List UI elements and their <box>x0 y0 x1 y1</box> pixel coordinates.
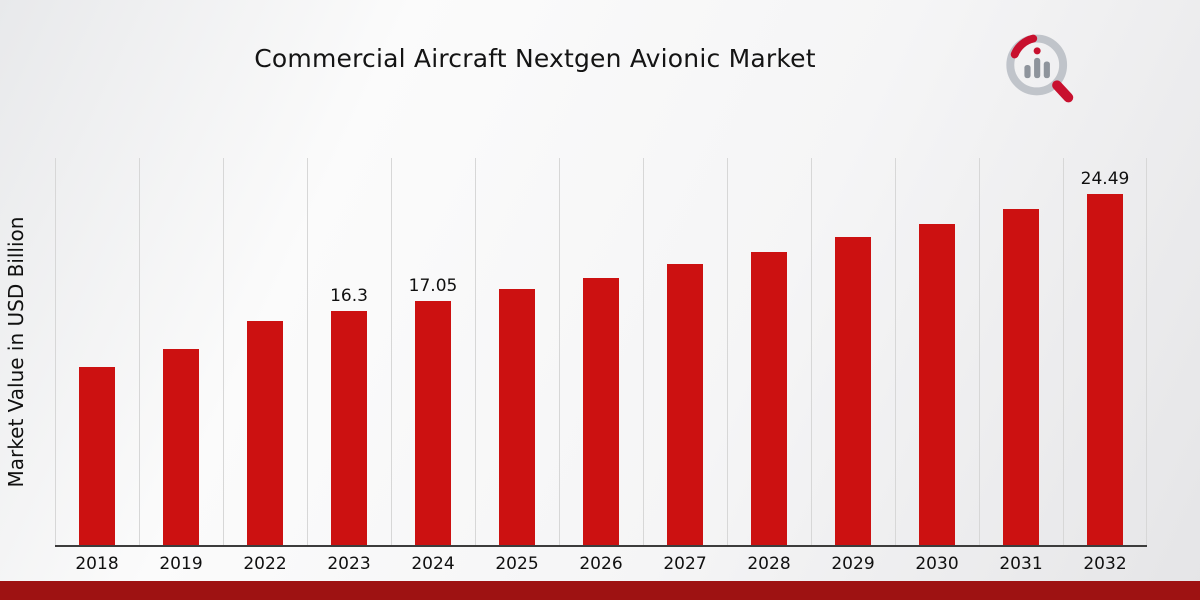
bar-value-label: 16.3 <box>330 286 368 307</box>
x-tick-label: 2027 <box>663 554 707 574</box>
x-tick-label: 2024 <box>411 554 455 574</box>
x-tick-label: 2030 <box>915 554 959 574</box>
gridline <box>307 158 308 545</box>
bar-2028 <box>751 251 787 545</box>
bar-2025 <box>499 289 535 545</box>
bar-2024 <box>415 300 451 545</box>
gridline <box>559 158 560 545</box>
bar-2026 <box>583 278 619 545</box>
bar-2032 <box>1087 193 1123 545</box>
gridline <box>727 158 728 545</box>
x-tick-label: 2029 <box>831 554 875 574</box>
bar-value-label: 24.49 <box>1080 168 1130 189</box>
gridline <box>223 158 224 545</box>
bar-2031 <box>1003 208 1039 545</box>
x-tick-label: 2018 <box>75 554 119 574</box>
magnifier-bars-logo-icon <box>1006 34 1074 103</box>
plot-area: 2018 2019 2022 16.3 2023 17.05 2024 2025 2026 202… <box>55 158 1147 574</box>
brand-logo-icon <box>996 28 1088 116</box>
gridline <box>55 158 56 545</box>
gridline <box>475 158 476 545</box>
bar-2029 <box>835 236 871 545</box>
gridline <box>391 158 392 545</box>
gridline <box>139 158 140 545</box>
x-tick-label: 2028 <box>747 554 791 574</box>
gridline <box>979 158 980 545</box>
x-tick-label: 2032 <box>1083 554 1127 574</box>
x-tick-label: 2026 <box>579 554 623 574</box>
bar-2030 <box>919 223 955 545</box>
chart-title: Commercial Aircraft Nextgen Avionic Mark… <box>254 44 816 73</box>
bar-2027 <box>667 264 703 545</box>
gridline <box>811 158 812 545</box>
gridline <box>643 158 644 545</box>
x-tick-label: 2023 <box>327 554 371 574</box>
x-tick-label: 2019 <box>159 554 203 574</box>
x-tick-label: 2022 <box>243 554 287 574</box>
footer-band <box>0 581 1200 600</box>
gridline <box>1146 158 1147 545</box>
gridline <box>895 158 896 545</box>
x-tick-label: 2031 <box>999 554 1043 574</box>
bar-2018 <box>79 367 115 545</box>
bar-2022 <box>247 321 283 545</box>
bar-value-label: 17.05 <box>408 275 458 296</box>
bar-2023 <box>331 311 367 545</box>
gridline <box>1063 158 1064 545</box>
x-tick-label: 2025 <box>495 554 539 574</box>
bar-2019 <box>163 349 199 545</box>
y-axis-label: Market Value in USD Billion <box>4 216 28 488</box>
